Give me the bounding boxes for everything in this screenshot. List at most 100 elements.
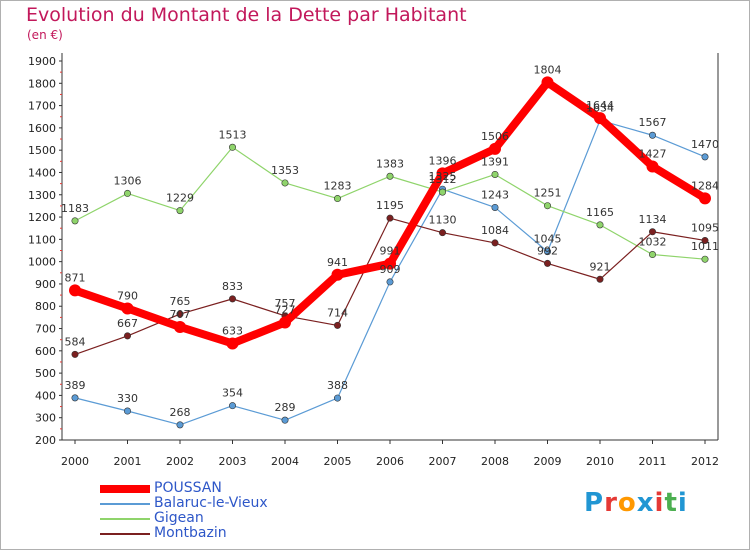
y-tick-label: 500: [35, 367, 56, 380]
data-point: [176, 207, 184, 215]
data-label: 1032: [639, 236, 667, 249]
logo-letter: t: [664, 488, 678, 518]
x-tick-label: 2000: [61, 455, 89, 468]
data-point: [333, 394, 341, 402]
data-point: [543, 202, 551, 210]
y-tick-label: 1300: [28, 189, 56, 202]
data-point: [701, 236, 709, 244]
legend-swatch: [100, 503, 150, 505]
logo-letter: i: [677, 488, 688, 518]
x-tick-label: 2002: [166, 455, 194, 468]
data-label: 667: [117, 317, 138, 330]
data-point: [648, 228, 656, 236]
data-point: [333, 195, 341, 203]
y-tick-label: 400: [35, 389, 56, 402]
data-label: 1084: [481, 224, 509, 237]
legend-label: Montbazin: [154, 525, 227, 541]
x-tick-label: 2012: [691, 455, 719, 468]
data-point: [648, 251, 656, 259]
data-label: 1383: [376, 157, 404, 170]
y-tick-label: 1700: [28, 100, 56, 113]
data-label: 941: [327, 256, 348, 269]
legend-swatch: [100, 485, 150, 493]
data-point: [699, 192, 711, 205]
y-tick-label: 700: [35, 323, 56, 336]
data-point: [646, 160, 659, 173]
data-label: 871: [65, 271, 86, 284]
x-tick-label: 2001: [114, 455, 142, 468]
data-point: [596, 221, 604, 229]
data-label: 1011: [691, 240, 719, 253]
data-label: 1045: [534, 233, 562, 246]
chart-title: Evolution du Montant de la Dette par Hab…: [26, 4, 467, 26]
x-tick-label: 2011: [639, 455, 667, 468]
data-label: 1095: [691, 221, 719, 234]
x-tick-label: 2006: [376, 455, 404, 468]
data-label: 1130: [429, 214, 457, 227]
data-point: [543, 248, 551, 256]
data-point: [333, 321, 341, 329]
logo-letter: P: [584, 488, 605, 518]
data-label: 1634: [586, 101, 614, 114]
data-point: [174, 320, 186, 333]
data-label: 1229: [166, 192, 194, 205]
data-label: 1506: [481, 130, 509, 143]
data-label: 707: [170, 308, 191, 321]
data-label: 909: [380, 263, 401, 276]
logo-letter: r: [604, 488, 618, 518]
data-point: [71, 217, 79, 225]
y-tick-label: 1400: [28, 166, 56, 179]
legend-label: Balaruc-le-Vieux: [154, 495, 268, 511]
data-point: [596, 275, 604, 283]
data-label: 584: [65, 335, 86, 348]
data-label: 1513: [219, 128, 247, 141]
data-label: 833: [222, 280, 243, 293]
data-point: [71, 394, 79, 402]
data-label: 330: [117, 392, 138, 405]
chart-axes: 200 300 400 500 600 700 800 900 1000 1100 1200 1300…: [28, 53, 719, 468]
data-label: 1165: [586, 206, 614, 219]
data-label: 1134: [639, 213, 667, 226]
data-label: 790: [117, 289, 138, 302]
y-tick-label: 1200: [28, 211, 56, 224]
data-label: 1396: [429, 154, 457, 167]
x-tick-label: 2005: [324, 455, 352, 468]
data-point: [386, 214, 394, 222]
x-tick-label: 2009: [534, 455, 562, 468]
data-label: 1353: [271, 164, 299, 177]
data-point: [386, 172, 394, 180]
logo-letter: x: [636, 488, 655, 518]
data-point: [121, 302, 134, 315]
data-point: [384, 257, 396, 270]
data-label: 757: [275, 297, 296, 310]
y-tick-label: 300: [35, 412, 56, 425]
data-point: [386, 278, 394, 286]
data-label: 289: [275, 401, 296, 414]
x-tick-label: 2003: [219, 455, 247, 468]
data-label: 1804: [534, 63, 562, 76]
data-point: [438, 229, 446, 237]
legend-label: POUSSAN: [154, 480, 222, 496]
chart-unit-label: (en €): [27, 28, 63, 42]
data-point: [71, 350, 79, 358]
data-point: [229, 295, 237, 303]
data-label: 1283: [324, 180, 352, 193]
data-point: [331, 268, 344, 281]
data-label: 1195: [376, 199, 404, 212]
data-point: [648, 131, 656, 139]
data-label: 1427: [639, 147, 667, 160]
data-label: 268: [170, 406, 191, 419]
data-point: [701, 153, 709, 161]
data-label: 992: [537, 244, 558, 257]
x-tick-label: 2007: [429, 455, 457, 468]
data-point: [491, 170, 499, 178]
chart-series: [69, 76, 711, 429]
data-label: 1306: [114, 174, 142, 187]
data-label: 1567: [639, 116, 667, 129]
y-tick-label: 1500: [28, 144, 56, 157]
y-tick-label: 800: [35, 300, 56, 313]
data-point: [279, 316, 291, 329]
legend-label: Gigean: [154, 510, 204, 526]
data-label: 714: [327, 306, 348, 319]
